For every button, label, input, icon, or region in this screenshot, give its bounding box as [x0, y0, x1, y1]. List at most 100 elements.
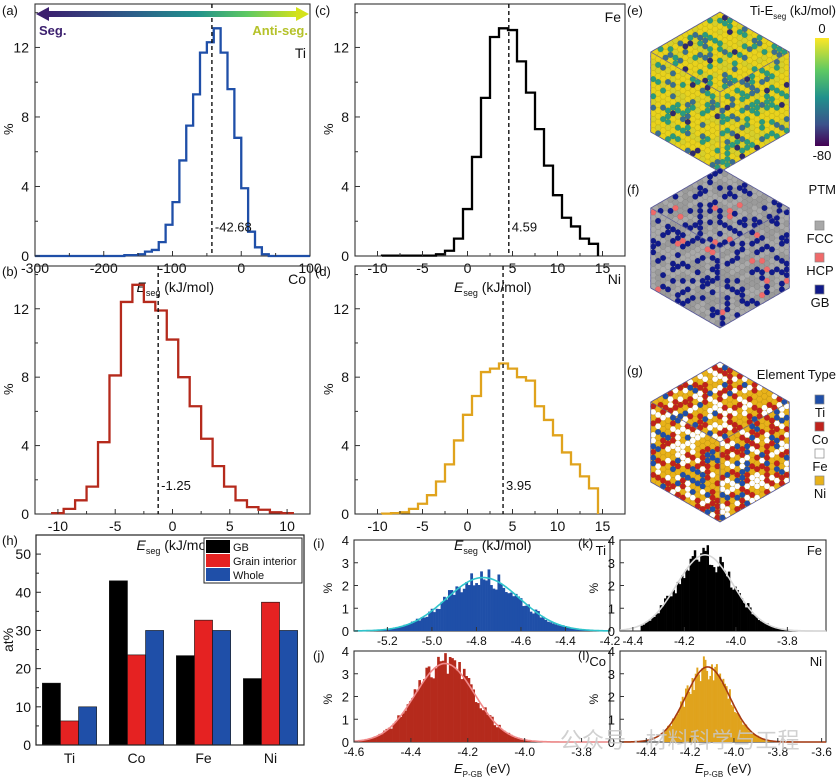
- x-axis-label-subscript: seg: [146, 288, 161, 298]
- atom: [783, 249, 790, 256]
- y-tick-label: 0: [341, 506, 349, 522]
- histogram-bar: [685, 569, 688, 631]
- x-tick-label: -4.2: [674, 634, 695, 648]
- atom: [783, 272, 790, 279]
- histogram-bar: [750, 733, 753, 742]
- y-tick-label: 4: [342, 644, 349, 659]
- histogram-bar: [727, 571, 731, 631]
- x-tick-label: 10: [550, 518, 566, 534]
- atomistic-panel-f: (f) PTM FCC HCP GB: [627, 167, 836, 329]
- histogram-bar: [761, 621, 765, 631]
- element-label: Co: [288, 271, 306, 287]
- histogram-bar: [519, 738, 522, 742]
- legend-swatch: [814, 394, 825, 405]
- x-axis-label: Eseg (kJ/mol): [137, 279, 215, 298]
- histogram-bar: [651, 617, 654, 631]
- histogram-bar: [751, 733, 754, 742]
- y-tick-label: 1: [608, 601, 615, 616]
- histogram-bar: [710, 565, 714, 631]
- histogram-bar: [394, 720, 398, 742]
- histogram-bar: [440, 601, 444, 631]
- histogram-bar: [551, 623, 555, 631]
- x-tick-label: -3.6: [811, 745, 832, 759]
- histogram-bar: [701, 668, 704, 742]
- histogram-bar: [704, 659, 707, 742]
- histogram-bar: [404, 710, 407, 742]
- histogram-bar: [719, 673, 722, 742]
- x-axis-label-subscript: P-GB: [463, 770, 483, 778]
- x-tick-label: -200: [90, 260, 118, 276]
- histogram-bar: [438, 609, 441, 631]
- atom: [783, 454, 790, 461]
- x-tick-label: -4.4: [623, 634, 644, 648]
- legend-label: Co: [812, 432, 829, 447]
- histogram-bar: [738, 593, 741, 631]
- histogram-bar: [482, 579, 486, 631]
- histogram-bar: [441, 660, 445, 742]
- histogram-bar: [693, 690, 696, 742]
- histogram-bar: [450, 590, 454, 631]
- atom: [783, 93, 790, 100]
- histogram-bar: [539, 617, 543, 631]
- histogram-bar: [694, 673, 697, 742]
- histogram-bar: [509, 592, 513, 631]
- gaussian-fit-curve: [620, 666, 826, 743]
- histogram-bar: [509, 734, 513, 742]
- y-tick-label: 0: [23, 737, 31, 753]
- gaussian-fit-curve: [354, 576, 611, 632]
- histogram-bar: [376, 735, 379, 742]
- histogram-bar: [522, 606, 525, 631]
- histogram-bar: [484, 707, 487, 742]
- atom: [783, 420, 790, 427]
- x-tick-label: 5: [226, 518, 234, 534]
- panel-c: (c) 4.59 Fe -10 -5 0 5 10 15 0 4 8 12% Eseg (kJ/mol): [315, 3, 626, 298]
- histogram-bar: [772, 626, 776, 631]
- panel-b: (b) -1.25 Co -10 -5 0 5 10 0 4 8 12% Eseg (kJ/mol): [1, 264, 311, 556]
- atom: [783, 414, 790, 421]
- histogram-bar: [556, 625, 560, 631]
- x-tick-label: Fe: [195, 750, 212, 766]
- panel-label: (a): [2, 3, 18, 18]
- histogram-bar: [517, 596, 521, 631]
- histogram-bar: [512, 736, 515, 742]
- histogram-bar: [425, 616, 429, 631]
- y-axis-label: %: [321, 583, 335, 594]
- x-tick-label: 5: [509, 518, 517, 534]
- y-tick-label: 4: [341, 438, 349, 454]
- x-axis-label: EP-GB (eV): [695, 761, 751, 778]
- x-tick-label: -4.2: [680, 745, 701, 759]
- histogram-bar: [646, 621, 650, 631]
- y-tick-label: 1: [608, 712, 615, 727]
- histogram-bar: [502, 730, 506, 742]
- legend-swatch: [814, 448, 825, 459]
- y-tick-label: 0: [341, 248, 349, 264]
- legend-label: Fe: [812, 459, 827, 474]
- histogram-bar: [704, 550, 707, 631]
- histogram-bar: [681, 696, 684, 742]
- panel-l: (l) Ni -4.4 -4.2 -4.0 -3.8 -3.6 0 1 2 3 4% EP-GB (eV…: [578, 644, 832, 778]
- histogram-bar: [757, 620, 761, 631]
- histogram-bar: [730, 704, 733, 742]
- histogram-bar: [778, 628, 782, 631]
- legend-label: FCC: [807, 231, 834, 246]
- legend-swatch: [814, 252, 825, 263]
- histogram-bar: [477, 703, 480, 742]
- histogram-bar: [579, 629, 582, 631]
- histogram-bar: [362, 740, 365, 742]
- anti-segregation-label: Anti-seg.: [252, 23, 308, 38]
- histogram-bar: [691, 556, 695, 631]
- histogram-bar: [754, 735, 757, 742]
- histogram-bar: [390, 728, 393, 742]
- histogram-bar: [443, 596, 446, 631]
- histogram-bar: [766, 623, 769, 631]
- panel-label: (b): [2, 264, 18, 279]
- y-tick-label: 12: [333, 301, 349, 317]
- y-tick-label: 8: [21, 109, 29, 125]
- bar-whole-ni: [279, 630, 298, 746]
- panel-label: (h): [2, 533, 18, 548]
- atom: [783, 232, 790, 239]
- x-tick-label: Co: [128, 750, 146, 766]
